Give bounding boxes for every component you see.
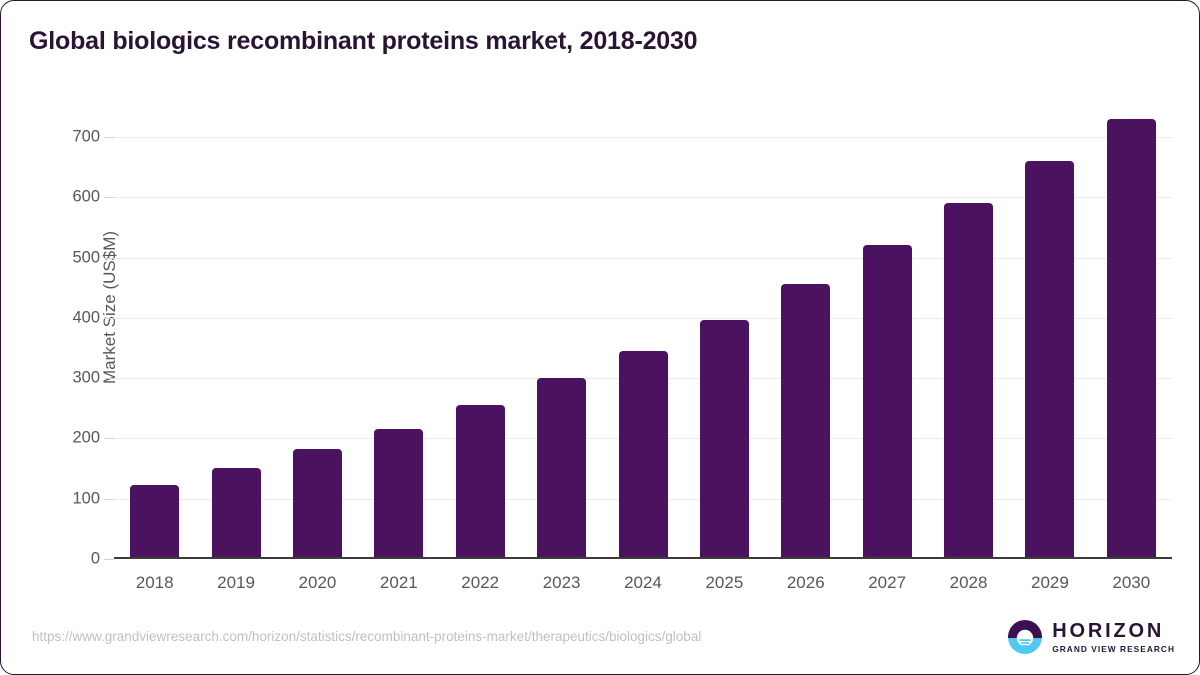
bar[interactable] <box>862 245 912 559</box>
y-tick-label: 400 <box>72 308 100 327</box>
x-tick-label: 2019 <box>217 573 255 592</box>
x-axis-line <box>114 557 1172 559</box>
x-tick-label: 2026 <box>786 573 825 592</box>
logo-text-block: HORIZON GRAND VIEW RESEARCH <box>1052 621 1175 653</box>
y-tick-label: 500 <box>72 248 100 267</box>
x-tick-label: 2021 <box>379 573 418 592</box>
y-tick-mark <box>104 257 114 259</box>
y-axis-title: Market Size (US$M) <box>100 230 119 384</box>
bar[interactable] <box>537 378 587 559</box>
y-tick-label: 600 <box>72 187 100 206</box>
bar[interactable] <box>455 405 505 559</box>
x-tick-label: 2023 <box>542 573 581 592</box>
x-tick-label: 2029 <box>1030 573 1069 592</box>
y-tick-label: 700 <box>72 127 100 146</box>
y-tick-mark <box>104 137 114 139</box>
y-tick-label: 300 <box>72 368 100 387</box>
y-tick-label: 0 <box>90 549 100 568</box>
x-tick-label: 2030 <box>1112 573 1151 592</box>
y-tick-mark <box>104 197 114 199</box>
gridline <box>114 197 1172 199</box>
logo-wordmark: HORIZON <box>1052 619 1165 642</box>
bar[interactable] <box>781 283 831 559</box>
x-tick-label: 2022 <box>461 573 500 592</box>
bar[interactable] <box>1025 161 1075 559</box>
y-tick-mark <box>104 498 114 500</box>
bar[interactable] <box>374 428 424 559</box>
bar[interactable] <box>211 468 261 559</box>
gridline <box>114 257 1172 259</box>
x-tick-label: 2018 <box>135 573 174 592</box>
x-tick-label: 2025 <box>705 573 744 592</box>
source-url[interactable]: https://www.grandviewresearch.com/horizo… <box>32 629 702 644</box>
y-tick-mark <box>104 317 114 319</box>
y-tick-mark <box>104 378 114 380</box>
bar[interactable] <box>699 320 749 559</box>
horizon-sun-circle-icon <box>1008 620 1043 654</box>
y-tick-label: 100 <box>72 489 100 508</box>
x-tick-label: 2020 <box>298 573 337 592</box>
y-tick-label: 200 <box>72 428 100 447</box>
y-tick-mark <box>104 438 114 440</box>
bar[interactable] <box>1106 119 1156 559</box>
x-tick-label: 2028 <box>949 573 988 592</box>
gridline <box>114 317 1172 319</box>
bar[interactable] <box>944 202 994 559</box>
x-tick-label: 2024 <box>624 573 662 592</box>
bar[interactable] <box>618 350 668 559</box>
bar[interactable] <box>130 485 180 559</box>
plot-area: Market Size (US$M) 0 100 200 300 400 500 600 70… <box>72 101 1172 592</box>
x-tick-label: 2027 <box>868 573 907 592</box>
logo-tagline: GRAND VIEW RESEARCH <box>1052 643 1175 654</box>
page-title: Global biologics recombinant proteins ma… <box>29 27 698 55</box>
bar[interactable] <box>292 449 342 559</box>
y-tick-mark <box>104 559 114 560</box>
gridline <box>114 137 1172 139</box>
horizon-logo[interactable]: HORIZON GRAND VIEW RESEARCH <box>1007 619 1175 655</box>
